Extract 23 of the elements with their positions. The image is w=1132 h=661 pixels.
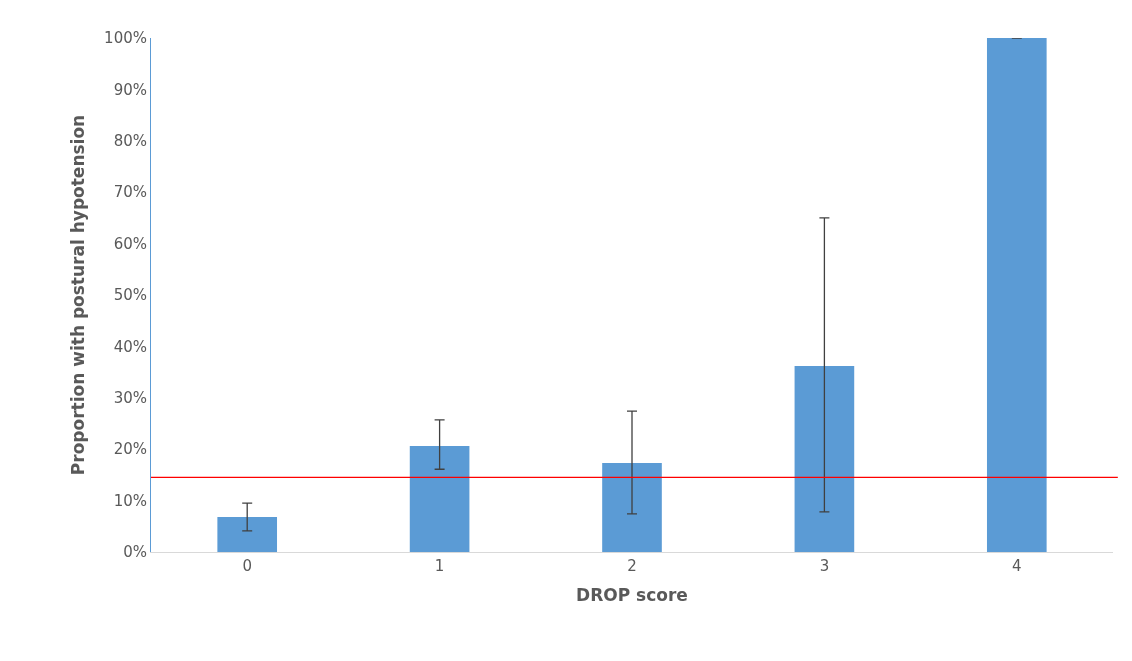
- y-axis-title: Proportion with postural hypotension: [67, 114, 88, 476]
- x-tick-label: 4: [1012, 557, 1022, 575]
- y-tick-label: 80%: [113, 132, 147, 151]
- y-tick-label: 50%: [113, 286, 147, 305]
- x-tick-label: 0: [242, 557, 252, 575]
- y-tick-label: 30%: [113, 389, 147, 408]
- bar: [409, 446, 470, 552]
- y-tick-label: 20%: [113, 440, 147, 459]
- x-tick-label: 2: [627, 557, 637, 575]
- y-tick-label: 70%: [113, 183, 147, 202]
- x-tick-label: 3: [819, 557, 830, 575]
- y-tick-label: 90%: [113, 80, 147, 99]
- y-tick-label: 40%: [113, 337, 147, 356]
- y-tick-label: 60%: [113, 234, 147, 253]
- y-tick-label: 0%: [123, 543, 147, 562]
- bar: [986, 38, 1047, 552]
- x-axis-title: DROP score: [576, 585, 688, 606]
- y-tick-label: 100%: [104, 29, 147, 48]
- x-tick-label: 1: [434, 557, 445, 575]
- bar: [217, 517, 278, 552]
- bar: [602, 463, 662, 552]
- bar: [794, 365, 855, 552]
- y-tick-label: 10%: [113, 491, 147, 510]
